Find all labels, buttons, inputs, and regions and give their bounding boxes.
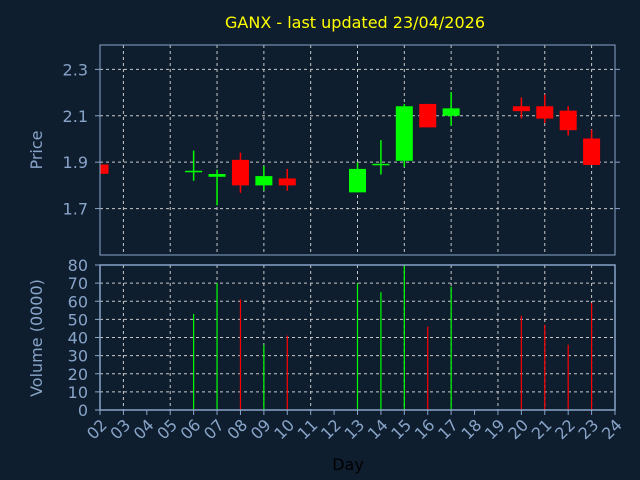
candle-body — [419, 103, 437, 128]
candle-body — [185, 170, 203, 173]
x-axis-label: Day — [332, 455, 364, 474]
volume-tick-label: 60 — [68, 292, 88, 311]
candle-body — [255, 176, 273, 186]
candle-body — [278, 178, 296, 186]
candle-body — [231, 159, 249, 186]
price-tick-label: 1.9 — [63, 153, 88, 172]
candle-body — [372, 163, 390, 166]
price-axis-label: Price — [27, 130, 46, 169]
price-tick-label: 1.7 — [63, 200, 88, 219]
price-tick-label: 2.3 — [63, 60, 88, 79]
volume-tick-label: 10 — [68, 383, 88, 402]
volume-tick-label: 40 — [68, 329, 88, 348]
price-plot-frame — [99, 44, 616, 256]
volume-plot-frame — [99, 264, 616, 411]
price-tick-label: 2.1 — [63, 107, 88, 126]
candle-body — [395, 106, 413, 161]
candle-body — [536, 106, 554, 119]
volume-tick-label: 50 — [68, 310, 88, 329]
volume-tick-label: 70 — [68, 274, 88, 293]
candle-body — [100, 164, 109, 174]
volume-axis-label: Volume (0000) — [27, 279, 46, 397]
volume-tick-label: 80 — [68, 256, 88, 275]
candle-body — [512, 106, 530, 112]
chart-title: GANX - last updated 23/04/2026 — [225, 13, 485, 32]
candles — [100, 92, 601, 206]
volume-tick-label: 20 — [68, 365, 88, 384]
candle-body — [583, 138, 601, 165]
volume-tick-label: 0 — [78, 401, 88, 420]
volume-tick-label: 30 — [68, 347, 88, 366]
candle-body — [559, 110, 577, 131]
candle-body — [349, 168, 366, 193]
x-tick-label: 24 — [598, 415, 626, 443]
candle-body — [208, 174, 226, 177]
candle-body — [442, 108, 460, 116]
